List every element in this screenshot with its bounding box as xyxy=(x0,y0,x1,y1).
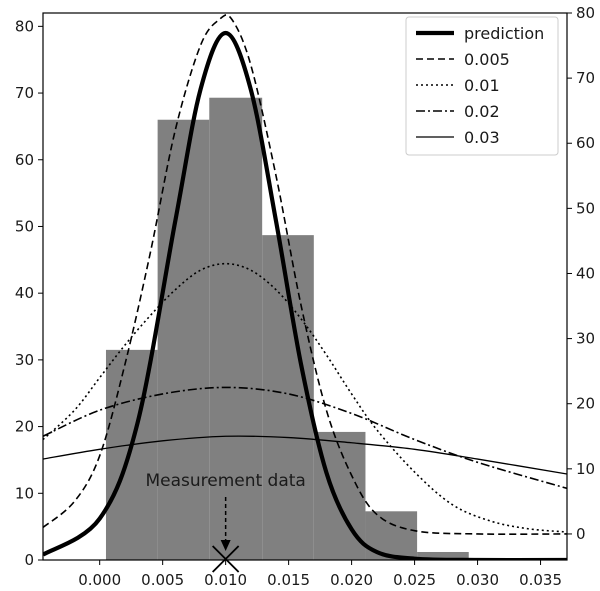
curve-0.01 xyxy=(43,262,567,533)
histogram-bar xyxy=(417,551,469,560)
y-right-tick-label: 80 xyxy=(576,4,595,22)
y-left-tick-label: 10 xyxy=(15,484,34,502)
plot-frame xyxy=(42,12,568,561)
histogram-bar xyxy=(365,511,418,560)
y-left-tick-label: 0 xyxy=(24,551,34,569)
x-tick-label: 0.020 xyxy=(330,571,373,589)
y-right-tick-label: 40 xyxy=(576,264,595,282)
x-tick-label: 0.025 xyxy=(393,571,436,589)
y-right-tick-label: 30 xyxy=(576,330,595,348)
y-left-tick-label: 50 xyxy=(15,217,34,235)
x-tick-label: 0.005 xyxy=(141,571,184,589)
y-right-tick-label: 10 xyxy=(576,460,595,478)
curve-0.005 xyxy=(43,14,567,535)
y-left-tick-label: 80 xyxy=(15,17,34,35)
curve-prediction xyxy=(43,30,567,560)
y-left-tick-label: 70 xyxy=(15,84,34,102)
legend-label: 0.01 xyxy=(464,76,500,95)
y-right-tick-label: 70 xyxy=(576,69,595,87)
legend: prediction 0.005 0.01 0.02 0.03 xyxy=(405,16,559,156)
legend-label: 0.005 xyxy=(464,50,510,69)
curve-0.02 xyxy=(43,386,567,490)
y-axis-left-ticks: 0 10 20 30 40 50 60 70 80 xyxy=(15,17,43,569)
legend-label: prediction xyxy=(464,24,544,43)
curve-0.03 xyxy=(43,435,567,475)
x-tick-label: 0.015 xyxy=(267,571,310,589)
y-left-tick-label: 30 xyxy=(15,351,34,369)
annotation-label: Measurement data xyxy=(145,471,305,491)
y-right-tick-label: 20 xyxy=(576,395,595,413)
histogram-bar xyxy=(209,97,263,560)
x-axis-ticks: 0.000 0.005 0.010 0.015 0.020 0.025 0.030 0.035 xyxy=(78,560,562,589)
x-tick-label: 0.010 xyxy=(204,571,247,589)
legend-label: 0.02 xyxy=(464,102,500,121)
legend-label: 0.03 xyxy=(464,128,500,147)
x-tick-label: 0.000 xyxy=(78,571,121,589)
legend-box xyxy=(405,16,559,156)
histogram-bar xyxy=(105,349,158,560)
measurement-marker xyxy=(212,545,240,573)
axes-frame xyxy=(42,12,568,561)
y-right-tick-label: 50 xyxy=(576,199,595,217)
curves xyxy=(43,14,567,560)
y-left-tick-label: 40 xyxy=(15,284,34,302)
histogram-bar xyxy=(157,119,210,561)
x-tick-label: 0.030 xyxy=(456,571,499,589)
y-right-tick-label: 60 xyxy=(576,134,595,152)
y-left-tick-label: 60 xyxy=(15,151,34,169)
x-tick-label: 0.035 xyxy=(519,571,562,589)
annotation: Measurement data xyxy=(145,471,306,573)
y-left-tick-label: 20 xyxy=(15,418,34,436)
annotation-arrow-head xyxy=(220,540,231,551)
y-axis-right-ticks: 0 10 20 30 40 50 60 70 80 xyxy=(567,4,595,543)
y-right-tick-label: 0 xyxy=(576,525,586,543)
